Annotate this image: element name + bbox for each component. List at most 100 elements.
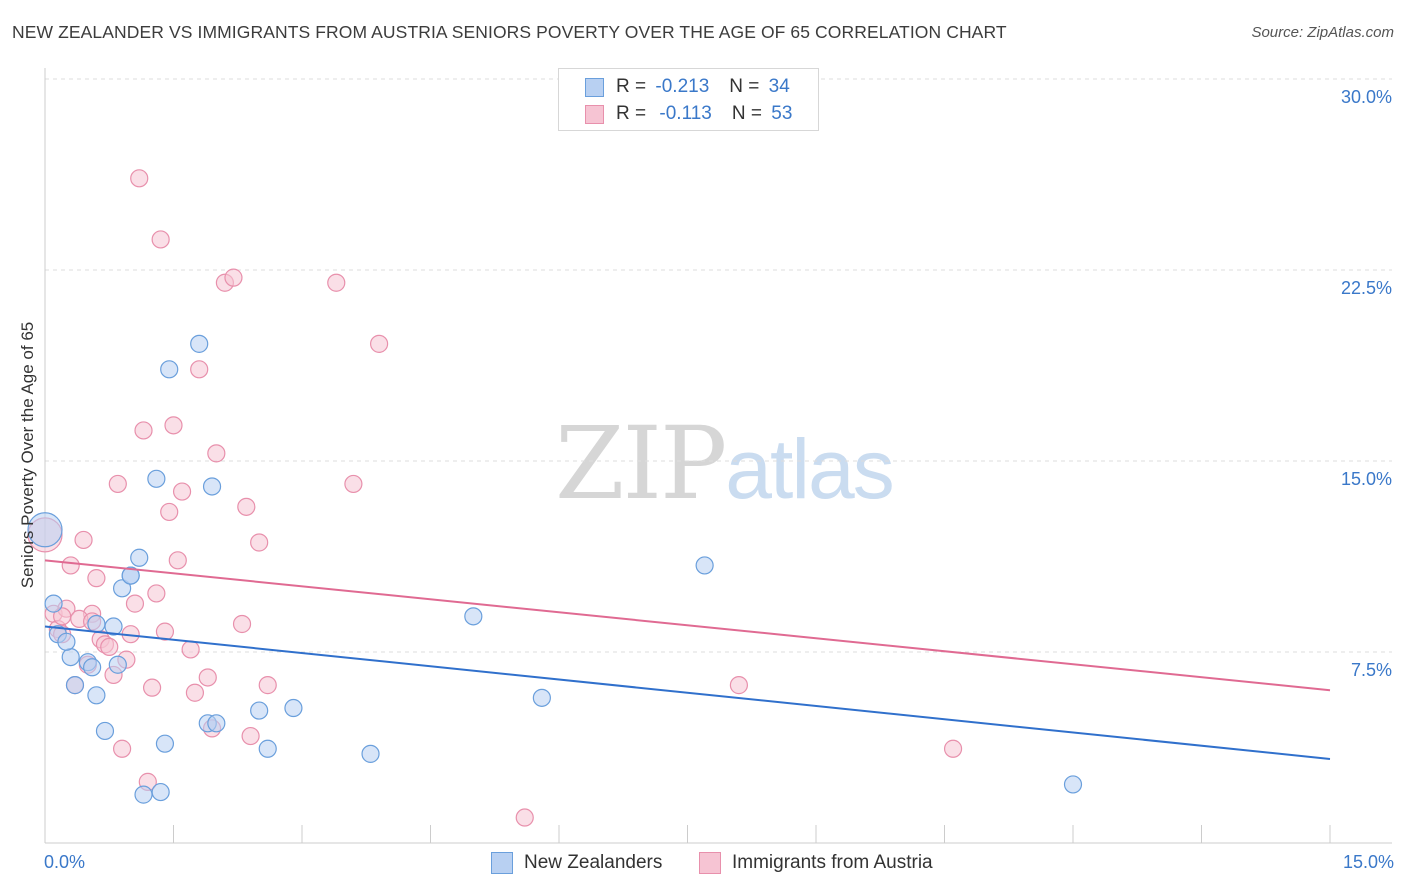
trend-line-new-zealanders: [44, 625, 1331, 760]
data-point: [147, 584, 166, 603]
x-tick-label-max: 15.0%: [1342, 852, 1394, 872]
data-point: [250, 533, 269, 552]
data-point: [258, 676, 277, 695]
data-point: [237, 497, 256, 516]
axes: [44, 68, 1392, 844]
data-point: [57, 632, 76, 651]
blue-swatch: [585, 77, 604, 97]
y-tick-label: 22.5%: [1340, 278, 1392, 298]
y-tick-label: 30.0%: [1340, 87, 1392, 107]
data-point: [83, 658, 102, 677]
legend-item-new-zealanders: New Zealanders: [491, 852, 662, 874]
stats-row-immigrants-from-austria: R = -0.113 N = 53: [585, 102, 792, 126]
watermark-atlas: atlas: [725, 422, 894, 516]
data-point: [112, 739, 132, 758]
n-value: 53: [771, 103, 793, 124]
r-value: -0.213: [655, 76, 710, 97]
data-point: [155, 622, 175, 641]
data-point: [87, 569, 106, 588]
data-point: [361, 744, 380, 763]
data-point: [27, 512, 63, 548]
x-tick-label-min: 0.0%: [44, 852, 86, 872]
gridlines: [45, 78, 1392, 653]
data-point: [172, 482, 192, 501]
data-point: [190, 360, 209, 379]
data-point: [155, 734, 175, 753]
stats-row-new-zealanders: R = -0.213 N = 34: [585, 75, 790, 99]
data-point: [65, 676, 85, 695]
data-point: [112, 579, 132, 598]
data-point: [164, 416, 183, 435]
n-label: N =: [729, 76, 760, 97]
r-label: R =: [616, 103, 647, 124]
pink-swatch: [699, 852, 721, 874]
legend-label: Immigrants from Austria: [732, 852, 933, 873]
data-point: [151, 782, 170, 802]
chart-title: NEW ZEALANDER VS IMMIGRANTS FROM AUSTRIA…: [12, 22, 1007, 42]
trend-line-immigrants-from-austria: [44, 559, 1331, 692]
data-point: [53, 607, 72, 626]
data-point: [95, 721, 115, 741]
source-credit: Source: ZipAtlas.com: [1251, 24, 1394, 41]
data-point: [284, 698, 303, 718]
data-point: [130, 548, 149, 567]
series-immigrants-from-austria: [27, 169, 963, 827]
data-point: [74, 530, 93, 550]
data-point: [202, 477, 222, 496]
data-point: [61, 647, 80, 667]
data-point: [44, 594, 63, 613]
data-point: [160, 502, 179, 522]
data-point: [134, 785, 153, 804]
n-label: N =: [731, 103, 762, 124]
watermark-zip: ZIP: [555, 405, 727, 522]
data-point: [181, 640, 200, 659]
data-point: [160, 360, 179, 379]
data-point: [729, 676, 749, 695]
data-point: [185, 683, 205, 702]
data-point: [87, 686, 106, 705]
r-label: R =: [616, 76, 647, 97]
legend-label: New Zealanders: [524, 852, 663, 873]
n-value: 34: [768, 76, 790, 97]
data-point: [344, 474, 363, 494]
data-point: [151, 230, 170, 249]
watermark: ZIPatlas: [555, 405, 895, 522]
data-point: [258, 739, 277, 758]
data-point: [327, 273, 346, 292]
series-new-zealanders: [27, 334, 1083, 804]
y-axis-label: Seniors Poverty Over the Age of 65: [18, 321, 37, 589]
data-point: [207, 444, 226, 463]
data-point: [207, 714, 226, 733]
data-point: [198, 668, 217, 687]
y-tick-label: 7.5%: [1350, 660, 1392, 680]
data-point: [121, 566, 140, 585]
data-point: [87, 614, 106, 634]
data-point: [168, 551, 187, 570]
data-point: [147, 469, 166, 488]
trend-lines: [44, 559, 1331, 760]
data-point: [943, 739, 963, 758]
series-legend: New Zealanders Immigrants from Austria: [0, 852, 1406, 878]
stats-legend: R = -0.213 N = 34 R = -0.113 N = 53: [558, 68, 819, 131]
data-point: [61, 556, 80, 575]
data-point: [108, 474, 127, 494]
data-point: [250, 701, 269, 720]
data-point: [695, 556, 714, 575]
data-point: [108, 655, 127, 674]
data-point: [370, 334, 389, 353]
y-tick-label: 15.0%: [1340, 469, 1392, 489]
blue-swatch: [491, 852, 513, 874]
data-point: [125, 594, 145, 613]
data-point: [532, 688, 551, 707]
data-point: [241, 726, 260, 746]
data-point: [142, 678, 162, 697]
data-point: [232, 614, 252, 634]
data-point: [130, 169, 149, 188]
data-point: [1063, 775, 1083, 794]
data-point: [515, 808, 534, 827]
r-value: -0.113: [659, 103, 712, 124]
legend-item-immigrants-from-austria: Immigrants from Austria: [699, 852, 933, 874]
data-point: [224, 268, 243, 287]
data-point: [100, 637, 119, 657]
